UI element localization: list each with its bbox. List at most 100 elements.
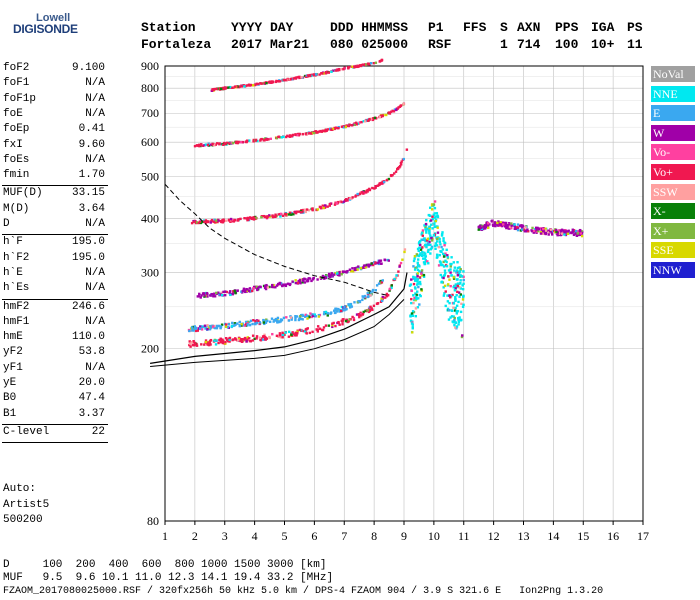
- echo-point: [416, 263, 420, 267]
- echo-point: [447, 275, 450, 278]
- echo-point: [291, 133, 295, 137]
- echo-point: [290, 318, 293, 321]
- echo-point: [244, 290, 247, 294]
- echo-point: [289, 77, 293, 81]
- param-name: foE: [3, 107, 23, 120]
- echo-point: [367, 263, 370, 266]
- echo-point: [298, 278, 302, 282]
- echo-point: [291, 280, 294, 283]
- echo-point: [441, 252, 445, 256]
- echo-point: [236, 140, 239, 144]
- echo-point: [502, 223, 505, 226]
- echo-point: [422, 237, 426, 240]
- echo-point: [294, 318, 297, 322]
- echo-point: [246, 336, 250, 339]
- echo-point: [217, 219, 220, 222]
- echo-point: [458, 318, 462, 322]
- echo-point: [298, 328, 302, 332]
- echo-point: [388, 112, 392, 115]
- echo-point: [295, 334, 298, 337]
- echo-point: [203, 343, 206, 346]
- echo-point: [192, 220, 195, 224]
- echo-point: [233, 85, 237, 88]
- param-name: foF1p: [3, 92, 37, 105]
- echo-point: [426, 260, 429, 263]
- echo-point: [247, 337, 251, 340]
- echo-point: [188, 340, 191, 343]
- echo-point: [241, 140, 244, 144]
- echo-point: [276, 282, 280, 286]
- echo-point: [252, 287, 255, 290]
- echo-point: [341, 323, 344, 326]
- param-name: MUF(D): [3, 187, 43, 200]
- echo-point: [461, 284, 464, 287]
- echo-point: [318, 73, 321, 76]
- echo-point: [284, 283, 288, 286]
- echo-point: [240, 337, 243, 341]
- echo-point: [277, 135, 280, 139]
- echo-point: [240, 324, 243, 327]
- echo-point: [502, 221, 506, 225]
- echo-point: [412, 265, 415, 268]
- echo-point: [200, 143, 203, 146]
- echo-point: [442, 294, 446, 297]
- echo-point: [375, 284, 379, 287]
- echo-point: [402, 102, 405, 106]
- echo-point: [434, 219, 438, 223]
- echo-point: [315, 208, 318, 212]
- echo-point: [442, 265, 446, 268]
- echo-point: [220, 291, 223, 294]
- echo-point: [427, 229, 431, 232]
- echo-point: [204, 219, 208, 222]
- echo-point: [428, 227, 431, 231]
- echo-point: [308, 315, 311, 319]
- echo-point: [206, 220, 209, 223]
- echo-point: [188, 342, 192, 345]
- echo-point: [200, 294, 203, 297]
- echo-point: [449, 296, 452, 299]
- echo-point: [214, 339, 218, 343]
- echo-point: [311, 207, 314, 210]
- echo-point: [334, 69, 337, 72]
- echo-point: [576, 232, 579, 235]
- echo-point: [444, 252, 447, 255]
- echo-point: [580, 234, 584, 238]
- autoscaler-label: Auto:: [3, 483, 37, 495]
- echo-point: [439, 261, 442, 264]
- echo-point: [222, 143, 225, 146]
- echo-point: [580, 230, 583, 233]
- echo-point: [356, 268, 359, 271]
- echo-point: [258, 322, 261, 325]
- echo-point: [428, 214, 432, 217]
- echo-point: [318, 130, 321, 133]
- echo-point: [493, 223, 496, 226]
- echo-point: [454, 283, 458, 286]
- echo-point: [197, 327, 200, 330]
- echo-point: [294, 332, 297, 335]
- echo-point: [434, 242, 438, 245]
- echo-point: [311, 208, 314, 212]
- echo-point: [418, 246, 421, 249]
- echo-point: [358, 192, 362, 196]
- x-tick-label: 1: [162, 529, 168, 543]
- echo-traces: [187, 58, 584, 348]
- echo-point: [206, 143, 210, 147]
- echo-point: [206, 324, 209, 327]
- echo-point: [268, 336, 271, 340]
- echo-point: [542, 229, 545, 233]
- echo-point: [226, 325, 230, 329]
- echo-point: [210, 292, 213, 296]
- echo-point: [456, 261, 459, 264]
- echo-point: [282, 78, 285, 82]
- echo-point: [416, 268, 420, 272]
- echo-point: [330, 311, 333, 314]
- echo-point: [278, 333, 282, 337]
- echo-point: [452, 276, 456, 279]
- echo-point: [217, 291, 220, 294]
- echo-point: [294, 315, 297, 318]
- echo-point: [380, 181, 384, 184]
- param-value: N/A: [85, 266, 105, 279]
- echo-point: [361, 63, 365, 66]
- profile-curve-dashed: [164, 183, 390, 297]
- echo-point: [299, 211, 303, 214]
